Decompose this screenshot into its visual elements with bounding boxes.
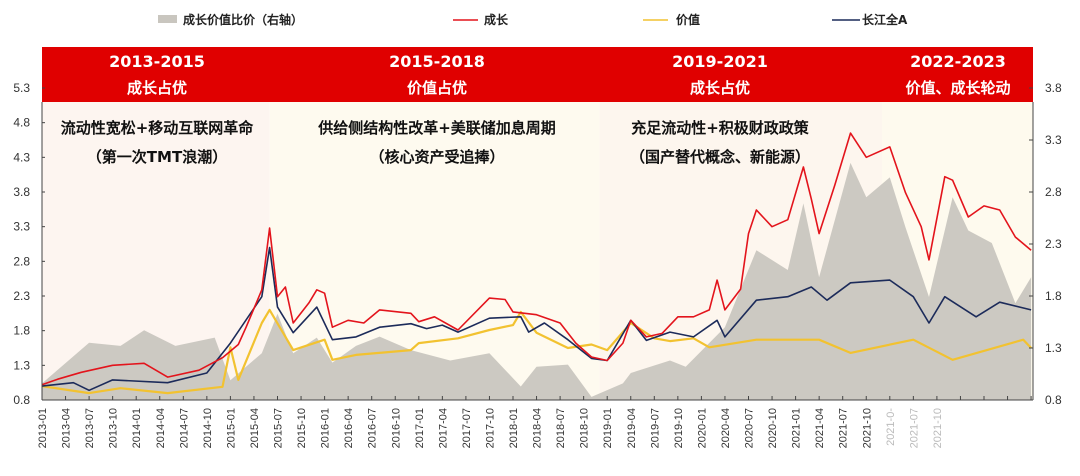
x-tick-label: 2017-01: [414, 408, 426, 448]
x-tick-label: 2021-01: [791, 408, 803, 448]
y-left-tick-label: 0.8: [13, 393, 30, 407]
x-tick-label: 2019-10: [673, 408, 685, 448]
y-left-tick-label: 4.8: [13, 116, 30, 130]
y-left-tick-label: 2.3: [13, 289, 30, 303]
y-right-tick-label: 1.8: [1045, 289, 1062, 303]
y-left-tick-label: 2.8: [13, 254, 30, 268]
legend-label-ratio: 成长价值比价（右轴）: [183, 12, 303, 27]
y-right-tick-label: 1.3: [1045, 341, 1062, 355]
banner-label-2015-2018: 价值占优: [407, 79, 467, 97]
x-tick-label: 2013-01: [37, 408, 49, 448]
banner-label-2013-2015: 成长占优: [127, 79, 187, 97]
x-tick-label: 2020-04: [720, 408, 732, 448]
line-layer: [41, 132, 1032, 395]
annotation-driver-2013-2015: 流动性宽松+移动互联网革命: [61, 119, 255, 137]
x-tick-label: 2016-04: [343, 408, 355, 448]
x-tick-label: 2018-10: [579, 408, 591, 448]
x-tick-label: 2019-04: [626, 408, 638, 448]
x-tick-label: 2013-10: [108, 408, 120, 448]
legend-swatch-ratio: [158, 15, 177, 23]
x-tick-label: 2018-07: [555, 408, 567, 448]
x-tick-label: 2015-10: [296, 408, 308, 448]
x-tick-label: 2017-10: [484, 408, 496, 448]
x-tick-label: 2014-10: [202, 408, 214, 448]
legend-label-growth: 成长: [484, 12, 509, 27]
x-tick-label: 2017-07: [461, 408, 473, 448]
banner-period-2015-2018: 2015-2018: [389, 52, 485, 71]
x-tick-label: 2015-07: [273, 408, 285, 448]
y-left-tick-label: 4.3: [13, 150, 30, 164]
annotation-theme-2013-2015: （第一次TMT浪潮）: [87, 148, 227, 166]
x-tick-label: 2020-10: [767, 408, 779, 448]
y-right-tick-label: 0.8: [1045, 393, 1062, 407]
x-tick-label: 2021-04: [814, 408, 826, 448]
banner-period-2013-2015: 2013-2015: [109, 52, 205, 71]
x-tick-label: 2018-04: [532, 408, 544, 448]
x-tick-label: 2021-10: [861, 408, 873, 448]
x-tick-label-blurred: 2021-07: [908, 408, 920, 448]
y-right-tick-label: 3.3: [1045, 133, 1062, 147]
x-tick-label: 2014-01: [131, 408, 143, 448]
annotation-driver-2019-2021: 充足流动性+积极财政政策: [631, 119, 810, 137]
y-left-tick-label: 1.3: [13, 358, 30, 372]
banner-label-2022-2023: 价值、成长轮动: [905, 79, 1010, 97]
axes: 0.8 1.3 1.8 2.3 2.8 3.3 3.8 4.3 4.8 5.3 0.8 1.3 1.8 2…: [13, 81, 1062, 448]
x-tick-label: 2017-04: [437, 408, 449, 448]
banner-background: [42, 47, 1033, 102]
x-tick-label: 2019-07: [649, 408, 661, 448]
x-tick-label: 2015-04: [249, 408, 261, 448]
x-tick-label-blurred: 2021-10: [932, 408, 944, 448]
x-tick-label: 2019-01: [602, 408, 614, 448]
x-tick-label: 2021-07: [838, 408, 850, 448]
y-right-tick-label: 3.8: [1045, 81, 1062, 95]
y-left-tick-label: 5.3: [13, 81, 30, 95]
y-right-tick-label: 2.3: [1045, 237, 1062, 251]
banner-period-2019-2021: 2019-2021: [672, 52, 768, 71]
x-tick-label: 2018-01: [508, 408, 520, 448]
x-tick-label: 2013-07: [84, 408, 96, 448]
cj-all-a-line: [41, 246, 1032, 392]
legend-label-cj-all-a: 长江全A: [862, 12, 908, 27]
y-left-tick-label: 3.8: [13, 185, 30, 199]
y-left-tick-label: 1.8: [13, 324, 30, 338]
x-tick-label: 2015-01: [225, 408, 237, 448]
x-tick-label: 2020-07: [744, 408, 756, 448]
x-tick-label: 2014-07: [178, 408, 190, 448]
value-line: [41, 308, 1032, 395]
regime-annotations: 流动性宽松+移动互联网革命 （第一次TMT浪潮） 供给侧结构性改革+美联储加息周期 （…: [61, 119, 810, 166]
annotation-theme-2019-2021: （国产替代概念、新能源）: [630, 148, 810, 166]
y-right-tick-label: 2.8: [1045, 185, 1062, 199]
x-tick-label: 2014-04: [155, 408, 167, 448]
regime-banner: 2013-2015 成长占优 2015-2018 价值占优 2019-2021 成长占优 2…: [42, 47, 1033, 102]
annotation-driver-2015-2018: 供给侧结构性改革+美联储加息周期: [317, 119, 556, 137]
banner-period-2022-2023: 2022-2023: [910, 52, 1006, 71]
banner-label-2019-2021: 成长占优: [690, 79, 750, 97]
x-tick-label-blurred: 2021-0-: [885, 408, 897, 446]
annotation-theme-2015-2018: （核心资产受追捧）: [369, 148, 504, 166]
growth-line: [41, 132, 1032, 386]
legend-label-value: 价值: [676, 12, 700, 27]
x-tick-label: 2013-04: [61, 408, 73, 448]
y-left-tick-label: 3.3: [13, 220, 30, 234]
x-tick-label: 2016-01: [320, 408, 332, 448]
x-tick-label: 2020-01: [696, 408, 708, 448]
x-tick-label: 2016-10: [390, 408, 402, 448]
legend: 成长价值比价（右轴） 成长 价值 长江全A: [158, 12, 908, 27]
x-tick-label: 2016-07: [367, 408, 379, 448]
